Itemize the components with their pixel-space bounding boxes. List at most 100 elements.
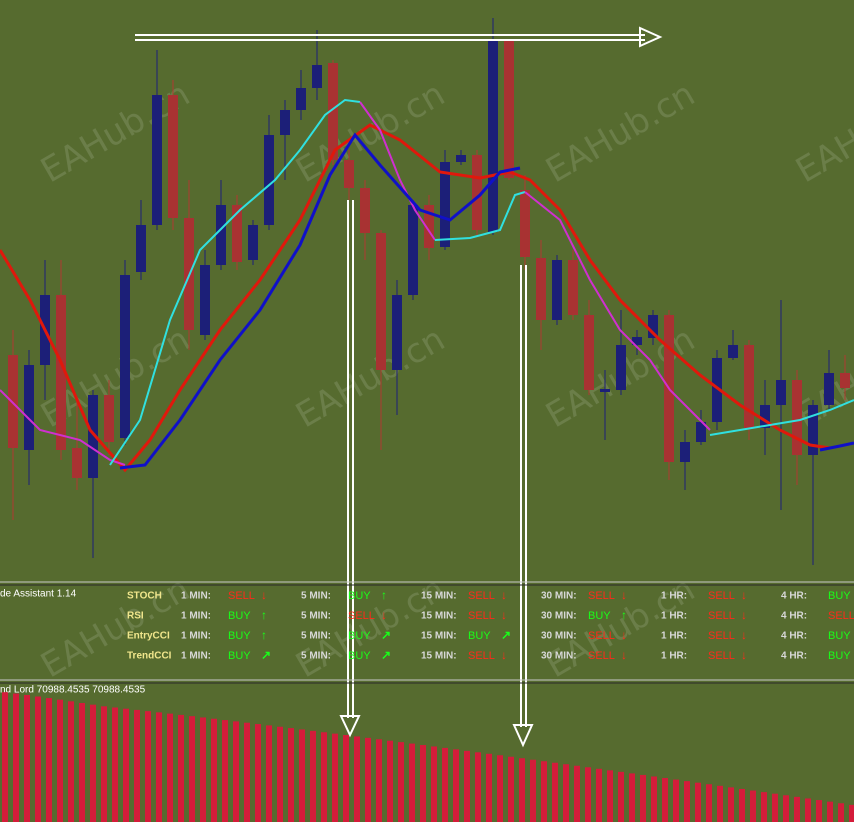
candle-body xyxy=(520,190,530,257)
histogram-bar xyxy=(475,752,481,822)
timeframe: 4 HR: xyxy=(781,631,807,642)
timeframe: 1 MIN: xyxy=(181,611,211,622)
candle-body xyxy=(536,258,546,320)
timeframe: 30 MIN: xyxy=(541,631,577,642)
panel-title: de Assistant 1.14 xyxy=(0,589,77,600)
signal-arrow: ↑ xyxy=(261,608,267,622)
arrow-head xyxy=(512,724,534,748)
candle-body xyxy=(824,373,834,405)
annotation-arrows xyxy=(135,26,663,748)
histogram-bar xyxy=(761,792,767,822)
histogram-bar xyxy=(156,712,162,822)
candle-body xyxy=(680,442,690,462)
candle-body xyxy=(248,225,258,260)
signal: SELL xyxy=(588,630,615,642)
candle-body xyxy=(568,260,578,315)
signal: SELL xyxy=(228,590,255,602)
candle-body xyxy=(328,63,338,160)
signal-arrow: ↓ xyxy=(261,588,267,602)
histogram-bar xyxy=(431,746,437,822)
histogram-bar xyxy=(266,725,272,822)
indicator-label: nd Lord 70988.4535 70988.4535 xyxy=(0,685,146,696)
timeframe: 30 MIN: xyxy=(541,611,577,622)
signal: SELL xyxy=(468,610,495,622)
candle-body xyxy=(616,345,626,390)
signal-arrow: ↓ xyxy=(741,588,747,602)
histogram-bar xyxy=(640,774,646,822)
histogram-bar xyxy=(563,764,569,822)
signal: BUY xyxy=(348,650,371,662)
histogram-bar xyxy=(222,720,228,822)
candle-body xyxy=(632,337,642,345)
histogram-bar xyxy=(420,745,426,822)
signal-arrow: ↗ xyxy=(261,648,271,662)
signal: BUY xyxy=(348,590,371,602)
candle-body xyxy=(584,315,594,390)
signal: BUY xyxy=(828,590,851,602)
signal-arrow: ↓ xyxy=(501,608,507,622)
histogram-bar xyxy=(508,756,514,822)
candle-body xyxy=(264,135,274,225)
signal: SELL xyxy=(708,650,735,662)
histogram-bar xyxy=(585,767,591,822)
timeframe: 4 HR: xyxy=(781,651,807,662)
timeframe: 15 MIN: xyxy=(421,611,457,622)
signal-arrow: ↓ xyxy=(741,648,747,662)
histogram-bar xyxy=(343,735,349,822)
histogram-bar xyxy=(596,768,602,822)
histogram-bar xyxy=(750,790,756,822)
signal-arrow: ↗ xyxy=(501,628,511,642)
histogram-bar xyxy=(618,771,624,822)
candle-body xyxy=(408,205,418,295)
histogram-bar xyxy=(299,729,305,822)
signal-arrow: ↑ xyxy=(261,628,267,642)
signal-arrow: ↑ xyxy=(381,588,387,602)
signal-arrow: ↑ xyxy=(621,608,627,622)
candle-body xyxy=(440,162,450,247)
candle-body xyxy=(424,205,434,248)
histogram-bar xyxy=(200,717,206,822)
timeframe: 4 HR: xyxy=(781,591,807,602)
candle-body xyxy=(200,265,210,335)
signal: SELL xyxy=(588,650,615,662)
candle-body xyxy=(712,358,722,422)
signal: SELL xyxy=(588,590,615,602)
signal-arrow: ↗ xyxy=(381,648,391,662)
histogram-bar xyxy=(673,779,679,822)
signal: BUY xyxy=(228,610,251,622)
signal: SELL xyxy=(708,590,735,602)
histogram-bar xyxy=(2,692,8,822)
signal: BUY xyxy=(828,650,851,662)
timeframe: 5 MIN: xyxy=(301,611,331,622)
histogram-bar xyxy=(332,733,338,822)
candle-body xyxy=(8,355,18,448)
candle-body xyxy=(72,448,82,478)
signal-arrow: ↓ xyxy=(501,588,507,602)
cyan-ma-2 xyxy=(434,191,526,241)
histogram-bar xyxy=(662,778,668,822)
timeframe: 30 MIN: xyxy=(541,591,577,602)
timeframe: 1 MIN: xyxy=(181,591,211,602)
histogram-bar xyxy=(112,707,118,822)
signal: SELL xyxy=(468,590,495,602)
timeframe: 15 MIN: xyxy=(421,631,457,642)
magenta-ma-2 xyxy=(359,101,436,241)
histogram-bar xyxy=(629,773,635,822)
indicator-name: TrendCCI xyxy=(127,651,172,662)
candle-body xyxy=(808,405,818,455)
candle-body xyxy=(504,40,514,178)
histogram-bar xyxy=(651,776,657,822)
signal-arrow: ↗ xyxy=(381,628,391,642)
histogram-bar xyxy=(233,721,239,822)
blue-ma-2 xyxy=(819,441,854,452)
histogram-bar xyxy=(816,800,822,822)
signal-arrow: ↓ xyxy=(381,608,387,622)
histogram-bar xyxy=(376,739,382,822)
histogram-bar xyxy=(68,701,74,822)
histogram-bar xyxy=(288,728,294,822)
candle-body xyxy=(152,95,162,225)
magenta-ma-3 xyxy=(524,191,711,431)
histogram-bar xyxy=(321,732,327,822)
indicator-name: EntryCCI xyxy=(127,631,170,642)
